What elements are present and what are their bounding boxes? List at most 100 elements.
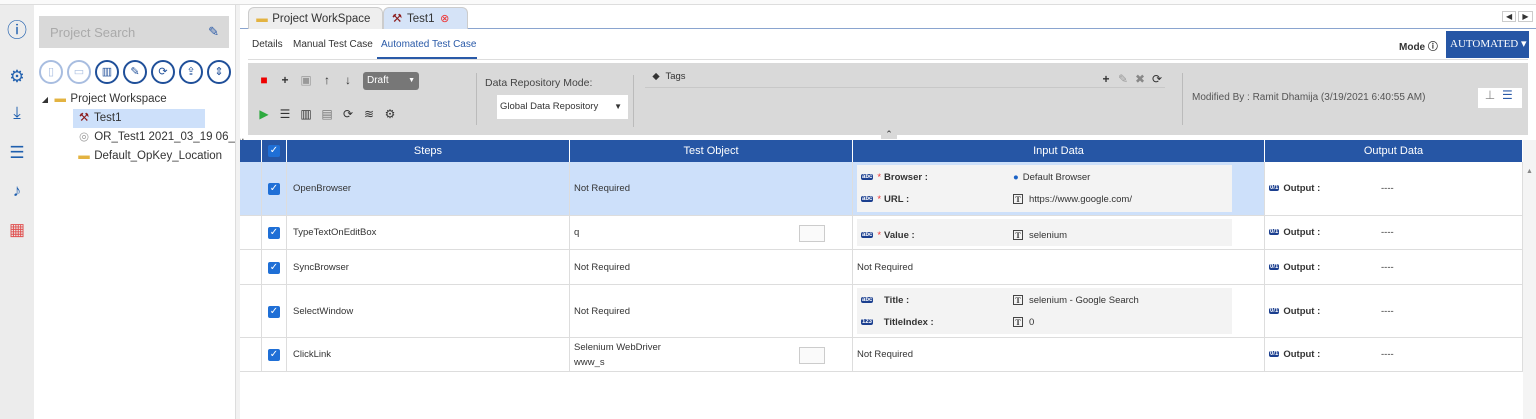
edit-icon[interactable]: ✎: [123, 60, 147, 84]
move-up-icon[interactable]: ↑: [324, 73, 330, 87]
input-data-cell[interactable]: abc * Browser : ● Default Browser abc * URL : …: [853, 162, 1265, 215]
vertical-scrollbar[interactable]: ▲: [1523, 140, 1536, 419]
output-data-cell[interactable]: 0/1 Output : ----: [1265, 162, 1523, 215]
add-icon[interactable]: +: [281, 73, 289, 87]
info-gear-icon[interactable]: ⓘ: [7, 20, 27, 42]
object-thumbnail[interactable]: [799, 225, 825, 242]
row-handle[interactable]: [240, 216, 262, 249]
row-handle[interactable]: [240, 285, 262, 337]
edit-tag-icon[interactable]: ✎: [1117, 72, 1129, 86]
tree-item-location[interactable]: ▬ Default_OpKey_Location: [77, 147, 222, 166]
output-data-cell[interactable]: 0/1 Output : ----: [1265, 338, 1523, 371]
output-data-cell[interactable]: 0/1 Output : ----: [1265, 285, 1523, 337]
status-dropdown[interactable]: Draft ▼: [363, 72, 419, 90]
refresh-icon[interactable]: ⟳: [342, 107, 354, 121]
tree-item-or[interactable]: ◎ OR_Test1 2021_03_19 06_...: [77, 128, 245, 147]
object-thumbnail[interactable]: [799, 347, 825, 364]
new-file-icon[interactable]: ▯: [39, 60, 63, 84]
tags-label: ◆ Tags: [649, 71, 685, 82]
table-row[interactable]: ✓ OpenBrowser Not Required abc * Browser : …: [240, 162, 1523, 216]
list-icon[interactable]: ☰: [279, 107, 291, 121]
subtab-manual[interactable]: Manual Test Case: [293, 39, 373, 50]
test-object-cell[interactable]: q: [570, 216, 853, 249]
row-checkbox[interactable]: ✓: [268, 349, 280, 361]
output-data-cell[interactable]: 0/1 Output : ----: [1265, 250, 1523, 284]
delete-icon[interactable]: ▥: [95, 60, 119, 84]
remove-tag-icon[interactable]: ✖: [1134, 72, 1146, 86]
layers-icon[interactable]: ≋: [363, 107, 375, 121]
row-checkbox[interactable]: ✓: [268, 261, 280, 274]
test-object-cell[interactable]: Not Required: [570, 162, 853, 215]
mode-dropdown[interactable]: AUTOMATED ▾: [1446, 31, 1529, 58]
row-checkbox[interactable]: ✓: [268, 183, 280, 195]
checkbox-select-all[interactable]: ✓: [268, 145, 280, 157]
panel-splitter[interactable]: [235, 5, 240, 419]
type-01-icon: 0/1: [1269, 307, 1280, 314]
test-object-cell[interactable]: Selenium WebDriver www_s: [570, 338, 853, 371]
hierarchy-icon[interactable]: ⊥: [1484, 88, 1496, 102]
keyword-view-icon[interactable]: ☰: [1501, 88, 1513, 102]
trash-icon[interactable]: ▥: [300, 107, 312, 121]
row-handle[interactable]: [240, 250, 262, 284]
gears-icon[interactable]: ⚙: [9, 67, 25, 86]
scroll-right-icon[interactable]: ▶: [1518, 11, 1533, 22]
step-cell[interactable]: SyncBrowser: [287, 250, 570, 284]
table-row[interactable]: ✓ ClickLink Selenium WebDriver www_s Not R…: [240, 338, 1523, 372]
repo-mode-dropdown[interactable]: Global Data Repository ▼: [497, 95, 628, 119]
run-icon[interactable]: ▶: [259, 107, 269, 121]
bell-icon[interactable]: ♪: [12, 181, 22, 200]
tree-root[interactable]: ◢ ▬ Project Workspace: [40, 90, 167, 109]
upload-icon[interactable]: ⇪: [179, 60, 203, 84]
keyboard-icon[interactable]: ▤: [321, 107, 333, 121]
table-row[interactable]: ✓ SelectWindow Not Required abc*Title : T…: [240, 285, 1523, 338]
test-object-cell[interactable]: Not Required: [570, 285, 853, 337]
add-tag-icon[interactable]: +: [1102, 72, 1110, 86]
row-checkbox[interactable]: ✓: [268, 227, 280, 239]
close-tab-icon[interactable]: ⊗: [440, 13, 450, 25]
settings-icon[interactable]: ⚙: [384, 107, 396, 121]
subtab-automated[interactable]: Automated Test Case: [381, 39, 477, 50]
refresh-tags-icon[interactable]: ⟳: [1151, 72, 1163, 86]
record-icon[interactable]: ■: [260, 73, 268, 87]
input-data-cell[interactable]: Not Required: [853, 338, 1265, 371]
tab-scroll: ◀ ▶: [1502, 11, 1533, 22]
apps-grid-icon[interactable]: ▦: [8, 220, 26, 239]
input-value[interactable]: ● Default Browser: [1013, 172, 1091, 183]
scroll-left-icon[interactable]: ◀: [1502, 11, 1517, 22]
step-cell[interactable]: OpenBrowser: [287, 162, 570, 215]
download-icon[interactable]: ⤓: [13, 103, 21, 122]
test-object-cell[interactable]: Not Required: [570, 250, 853, 284]
row-handle[interactable]: [240, 338, 262, 371]
move-down-icon[interactable]: ↓: [345, 73, 351, 87]
input-data-cell[interactable]: Not Required: [853, 250, 1265, 284]
list-icon[interactable]: ☰: [9, 143, 25, 162]
tab-test1[interactable]: ⚒ Test1 ⊗: [383, 7, 468, 29]
step-cell[interactable]: ClickLink: [287, 338, 570, 371]
step-cell[interactable]: SelectWindow: [287, 285, 570, 337]
open-folder-icon[interactable]: ▭: [67, 60, 91, 84]
step-cell[interactable]: TypeTextOnEditBox: [287, 216, 570, 249]
save-icon[interactable]: ▣: [300, 73, 312, 87]
output-data-cell[interactable]: 0/1 Output : ----: [1265, 216, 1523, 249]
sort-icon[interactable]: ⇕: [207, 60, 231, 84]
project-search-input[interactable]: Project Search ✎: [39, 16, 229, 48]
tab-project-workspace[interactable]: ▬ Project WorkSpace: [248, 7, 383, 29]
row-checkbox-cell: ✓: [262, 250, 287, 284]
row-handle[interactable]: [240, 162, 262, 215]
subtab-details[interactable]: Details: [252, 39, 283, 50]
header-select-all[interactable]: ✓: [262, 140, 287, 162]
refresh-icon[interactable]: ⟳: [151, 60, 175, 84]
collapse-toolbar-icon[interactable]: ⌃: [881, 129, 897, 139]
table-row[interactable]: ✓ SyncBrowser Not Required Not Required 0…: [240, 250, 1523, 285]
tree-item-test1[interactable]: ⚒ Test1: [73, 109, 205, 128]
collapse-icon[interactable]: ◢: [41, 95, 49, 104]
eraser-icon[interactable]: ✎: [208, 24, 219, 39]
row-checkbox[interactable]: ✓: [268, 305, 280, 318]
